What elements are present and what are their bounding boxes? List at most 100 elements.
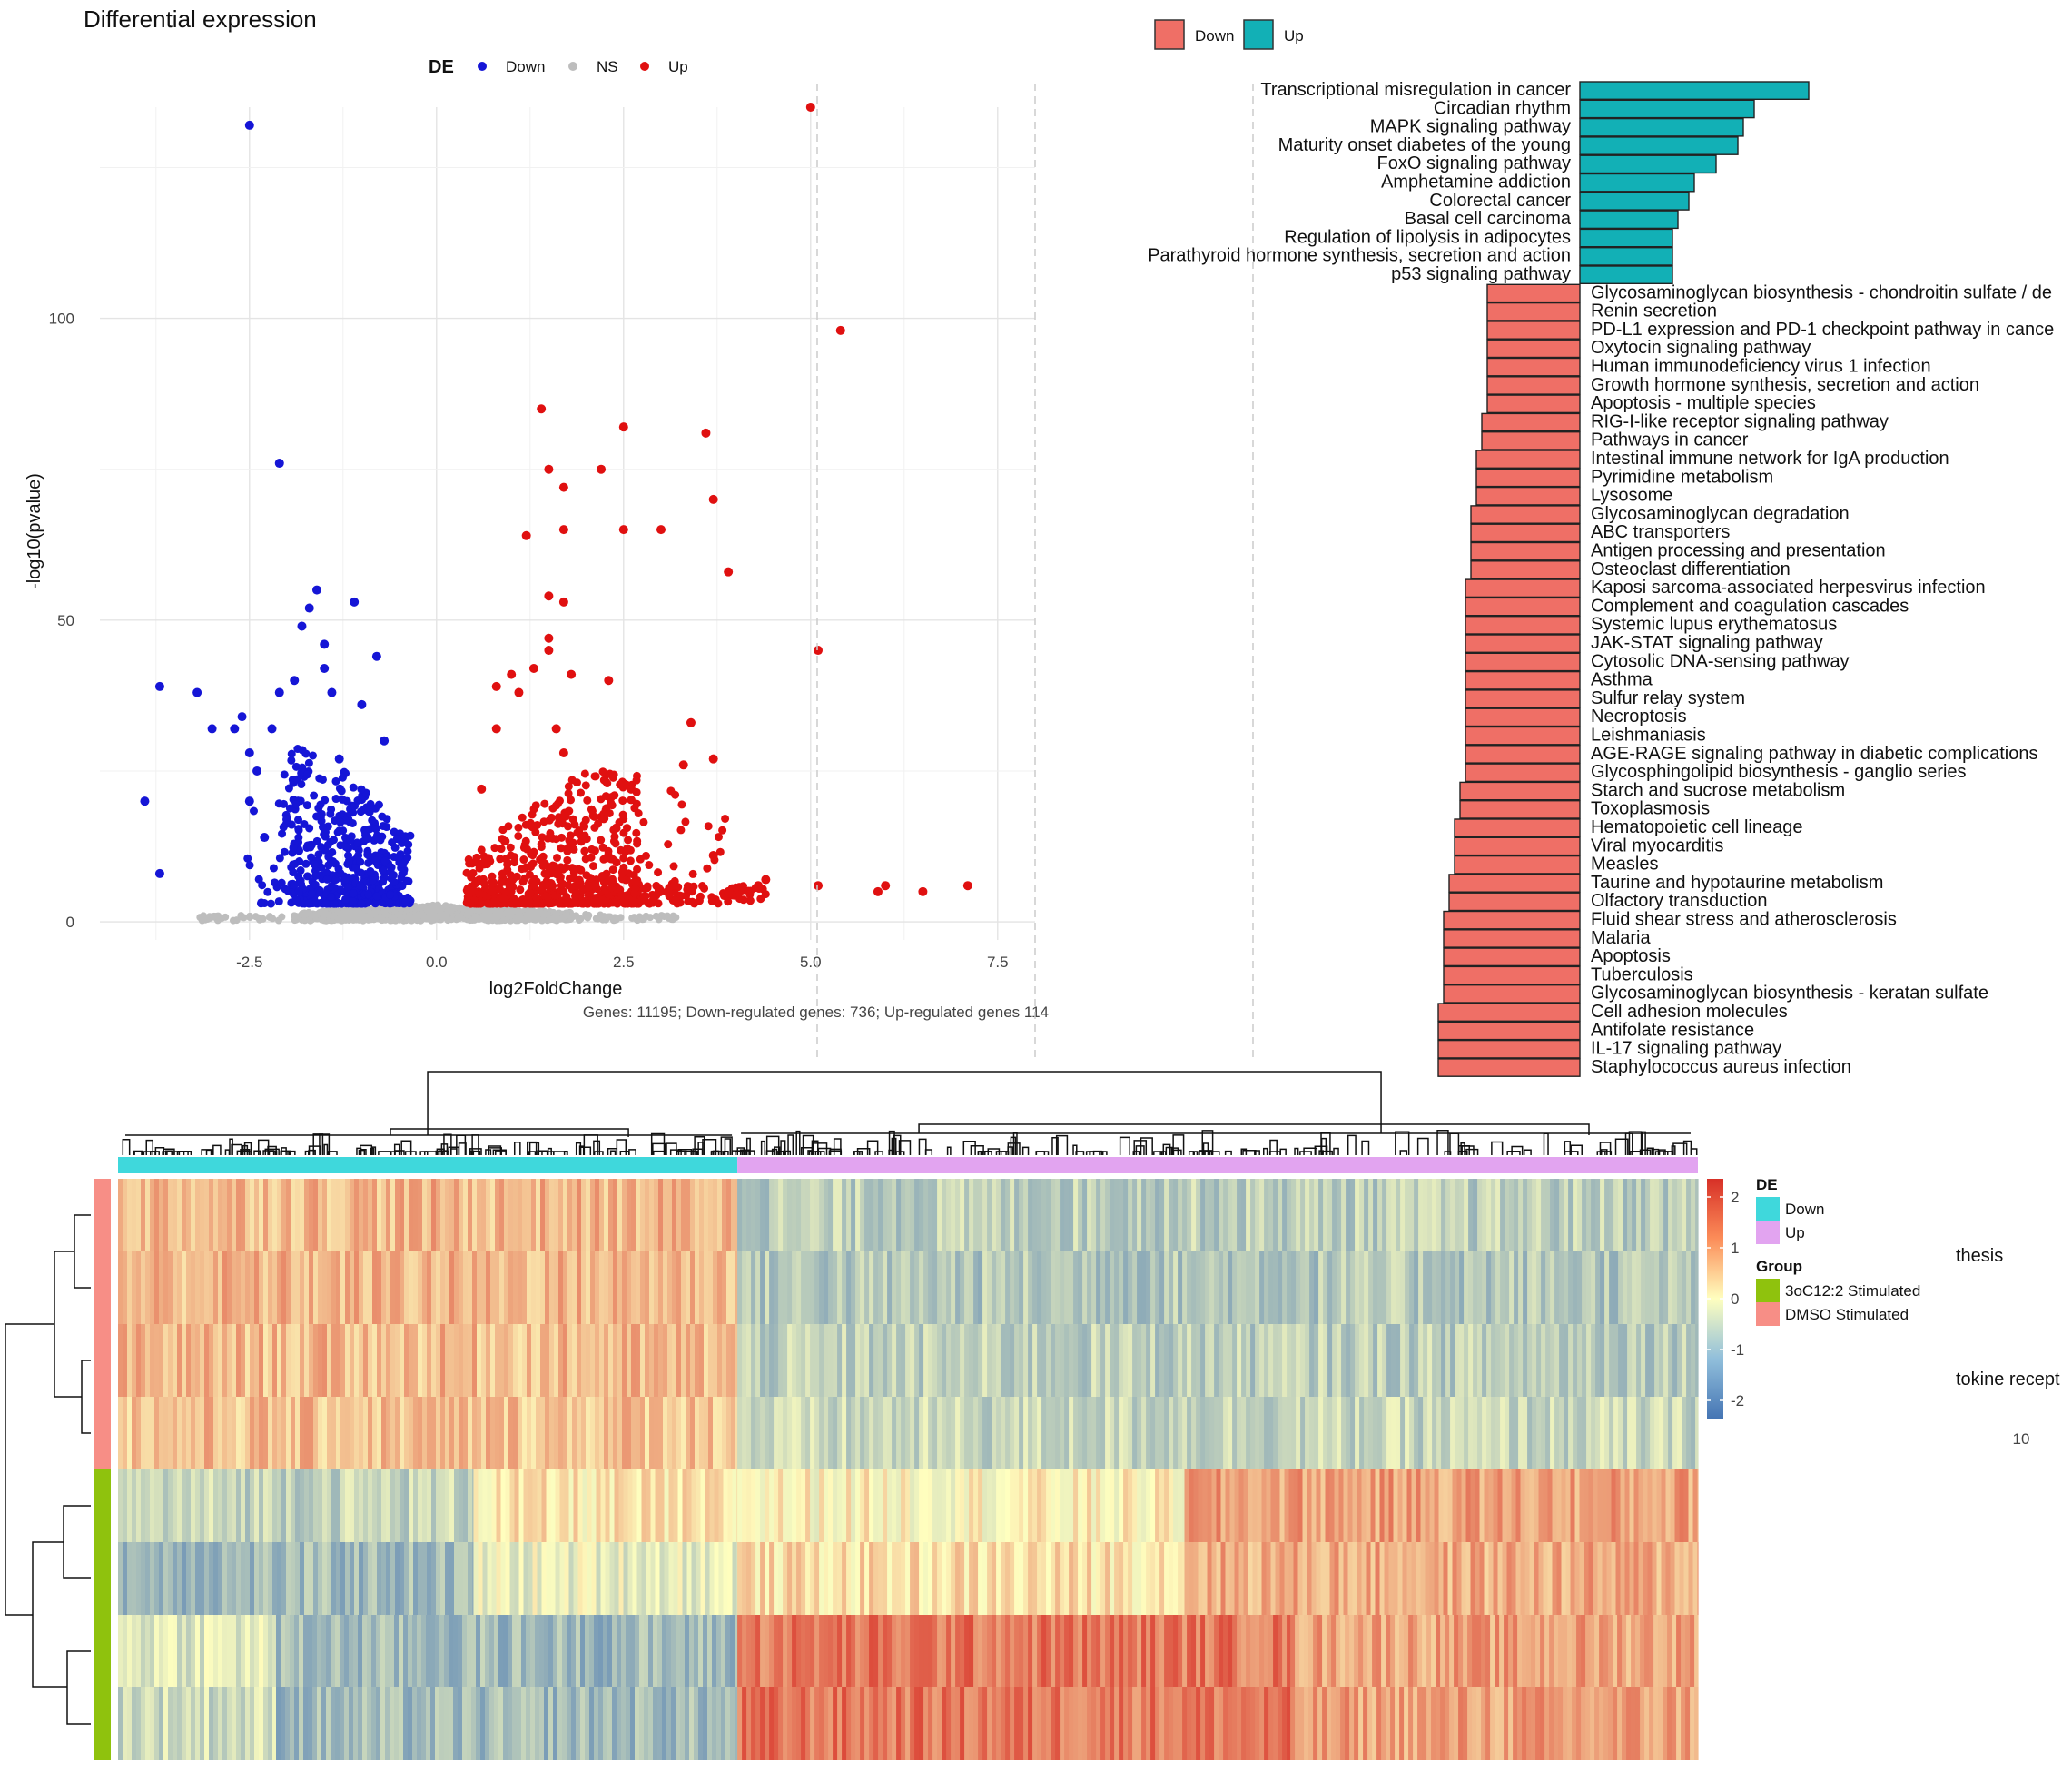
legend-marker-ns (568, 62, 577, 71)
heatmap-cell (1001, 1615, 1006, 1687)
heatmap-cell (1337, 1251, 1342, 1324)
heatmap-cell (1105, 1179, 1110, 1251)
heatmap-cell (883, 1179, 888, 1251)
up-point (599, 767, 607, 776)
heatmap-cell (477, 1324, 482, 1397)
heatmap-cell (1064, 1179, 1070, 1251)
up-point (619, 525, 628, 534)
pathway-legend-up-swatch (1244, 20, 1273, 49)
heatmap-cell (1073, 1542, 1079, 1615)
down-point (323, 875, 331, 884)
heatmap-cell (1409, 1397, 1415, 1469)
down-point (309, 751, 317, 759)
pathway-fragment-tokine: tokine recept (1956, 1370, 2060, 1389)
heatmap-cell (586, 1397, 591, 1469)
heatmap-cell (547, 1542, 552, 1615)
heatmap-cell (227, 1324, 232, 1397)
heatmap-cell (1259, 1397, 1265, 1469)
heatmap-cell (1155, 1324, 1160, 1397)
heatmap-cell (472, 1397, 478, 1469)
down-point (312, 812, 321, 820)
heatmap-cell (783, 1324, 788, 1397)
heatmap-cell (715, 1469, 720, 1542)
down-point (275, 459, 284, 468)
heatmap-cell (227, 1615, 232, 1687)
heatmap-cell (574, 1542, 579, 1615)
heatmap-cell (696, 1542, 702, 1615)
heatmap-cell (610, 1469, 616, 1542)
heatmap-cell (227, 1469, 232, 1542)
heatmap-cell (1509, 1397, 1515, 1469)
heatmap-cell (819, 1469, 824, 1542)
heatmap-cell (381, 1179, 387, 1251)
down-point (320, 639, 329, 648)
heatmap-cell (760, 1397, 765, 1469)
heatmap-cell (501, 1542, 507, 1615)
heatmap-cell (236, 1469, 242, 1542)
heatmap-cell (1123, 1615, 1129, 1687)
heatmap-cell (1318, 1251, 1324, 1324)
heatmap-cell (358, 1615, 363, 1687)
heatmap-cell (1028, 1324, 1033, 1397)
heatmap-cell (1518, 1324, 1524, 1397)
heatmap-cell (1164, 1615, 1169, 1687)
heatmap-cell (1259, 1324, 1265, 1397)
heatmap-cell (213, 1397, 219, 1469)
heatmap-cell (1296, 1179, 1301, 1251)
ns-point (515, 907, 522, 915)
up-point (530, 881, 538, 889)
heatmap-cell (1060, 1397, 1065, 1469)
heatmap-cell (751, 1324, 756, 1397)
heatmap-cell (1464, 1179, 1469, 1251)
down-point (297, 780, 305, 788)
up-point (564, 881, 572, 889)
heatmap-cell (318, 1542, 323, 1615)
pathway-fragment-thesis: thesis (1956, 1246, 2003, 1266)
heatmap-cell (368, 1324, 373, 1397)
heatmap-cell (245, 1542, 251, 1615)
heatmap-cell (1287, 1397, 1292, 1469)
ns-point (266, 914, 273, 921)
heatmap-cell (1672, 1179, 1678, 1251)
heatmap-cell (1339, 1469, 1345, 1542)
heatmap-cell (1146, 1615, 1151, 1687)
heatmap-cell (755, 1179, 761, 1251)
heatmap-cell (1267, 1469, 1272, 1542)
down-point (372, 652, 381, 661)
heatmap-cell (1471, 1542, 1476, 1615)
heatmap-cell (1323, 1324, 1328, 1397)
heatmap-cell (878, 1397, 883, 1469)
heatmap-cell (1439, 1469, 1445, 1542)
up-point (516, 885, 524, 894)
heatmap-cell (1060, 1469, 1065, 1542)
heatmap-cell (295, 1324, 301, 1397)
heatmap-cell (1155, 1179, 1160, 1251)
heatmap-cell (725, 1615, 731, 1687)
heatmap-cell (1217, 1542, 1222, 1615)
heatmap-cell (1209, 1251, 1215, 1324)
heatmap-cell (1604, 1324, 1610, 1397)
heatmap-cell (250, 1469, 255, 1542)
heatmap-cell (833, 1324, 838, 1397)
heatmap-cell (1128, 1469, 1133, 1542)
heatmap-cell (1364, 1324, 1369, 1397)
heatmap-cell (742, 1469, 747, 1542)
heatmap-cell (209, 1469, 214, 1542)
heatmap-cell (1208, 1542, 1213, 1615)
heatmap-cell (1032, 1615, 1038, 1687)
heatmap-cell (751, 1542, 756, 1615)
heatmap-cell (477, 1251, 482, 1324)
heatmap-cell (368, 1251, 373, 1324)
down-point (280, 823, 288, 831)
heatmap-cell (914, 1179, 920, 1251)
heatmap-cell (1525, 1542, 1531, 1615)
heatmap-cell (932, 1542, 938, 1615)
pathway-label: Measles (1591, 855, 1658, 875)
heatmap-cell (681, 1324, 686, 1397)
heatmap-cell (531, 1179, 537, 1251)
dendrogram-leaf (1264, 1149, 1268, 1155)
heatmap-cell (824, 1397, 829, 1469)
up-point (522, 531, 531, 540)
heatmap-cell (1568, 1324, 1574, 1397)
heatmap-cell (810, 1324, 815, 1397)
